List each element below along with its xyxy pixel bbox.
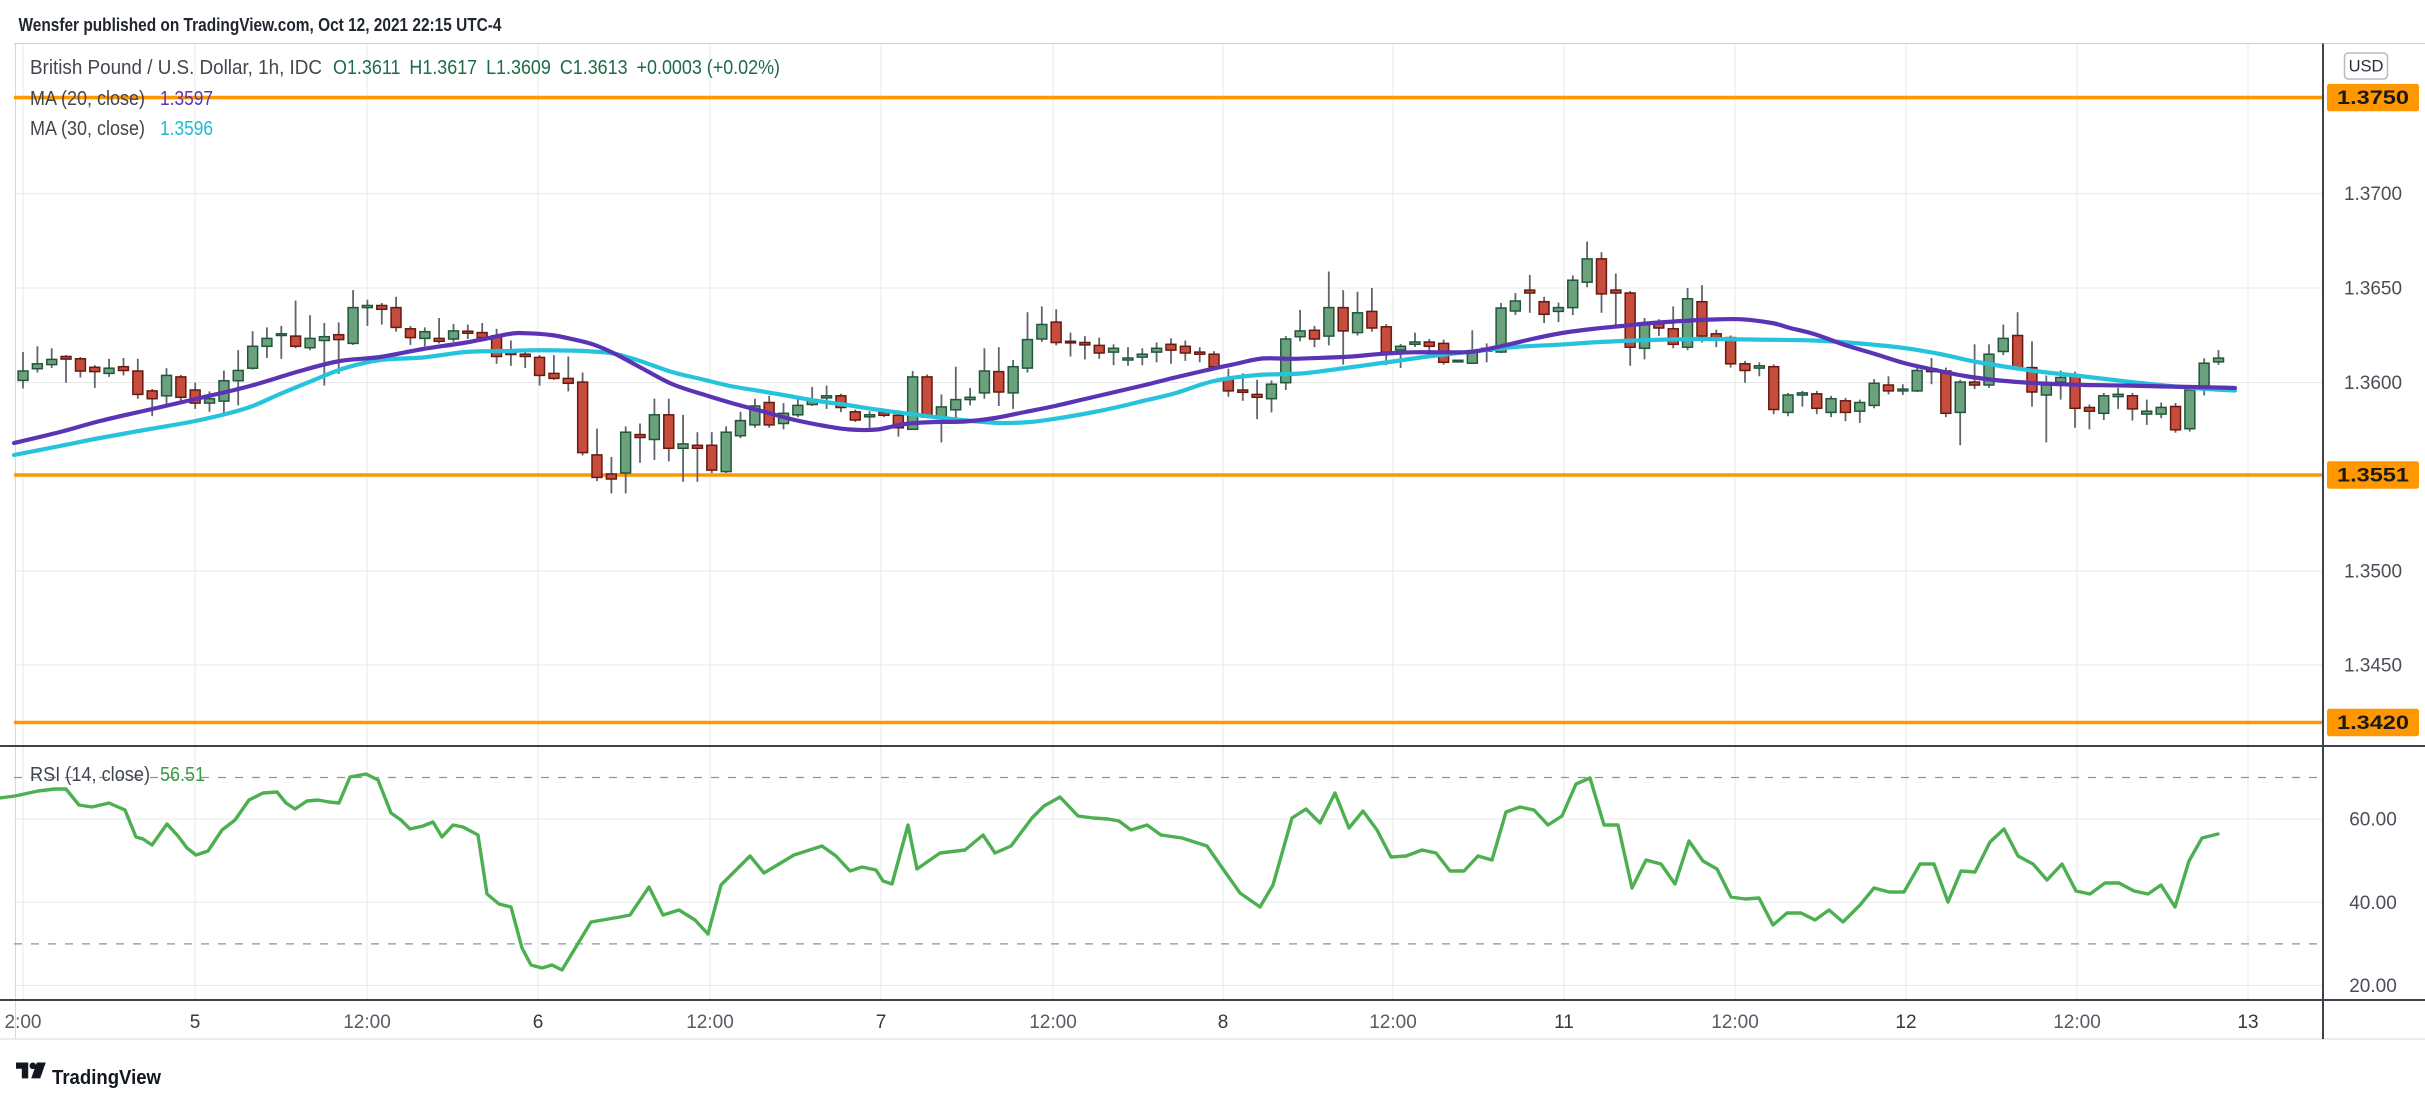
svg-text:5: 5 bbox=[190, 1012, 201, 1033]
svg-text:7: 7 bbox=[876, 1012, 887, 1033]
svg-text:1.3597: 1.3597 bbox=[160, 88, 213, 110]
svg-text:1.3551: 1.3551 bbox=[2337, 465, 2409, 487]
svg-text:1.3750: 1.3750 bbox=[2337, 87, 2409, 109]
svg-text:RSI (14, close): RSI (14, close) bbox=[30, 764, 150, 786]
svg-text:20.00: 20.00 bbox=[2349, 976, 2397, 997]
svg-text:12:00: 12:00 bbox=[1029, 1012, 1077, 1033]
svg-text:USD: USD bbox=[2349, 58, 2384, 76]
svg-text:13: 13 bbox=[2237, 1012, 2258, 1033]
svg-text:60.00: 60.00 bbox=[2349, 810, 2397, 831]
svg-text:56.51: 56.51 bbox=[160, 764, 205, 786]
svg-text:MA (30, close): MA (30, close) bbox=[30, 118, 145, 140]
svg-text:MA (20, close): MA (20, close) bbox=[30, 88, 145, 110]
svg-text:11: 11 bbox=[1554, 1012, 1574, 1033]
svg-text:12:00: 12:00 bbox=[1711, 1012, 1759, 1033]
svg-text:Wensfer published on TradingVi: Wensfer published on TradingView.com, Oc… bbox=[19, 15, 502, 35]
svg-text:1.3596: 1.3596 bbox=[160, 118, 213, 140]
svg-text:2:00: 2:00 bbox=[5, 1012, 42, 1033]
svg-text:British Pound / U.S. Dollar, 1: British Pound / U.S. Dollar, 1h, IDC bbox=[30, 57, 322, 79]
svg-text:1.3650: 1.3650 bbox=[2344, 279, 2402, 300]
svg-text:12:00: 12:00 bbox=[343, 1012, 391, 1033]
svg-text:8: 8 bbox=[1218, 1012, 1229, 1033]
svg-text:O1.3611 H1.3617 L1.3609 C1.361: O1.3611 H1.3617 L1.3609 C1.3613 +0.0003 … bbox=[333, 57, 780, 79]
svg-text:12: 12 bbox=[1895, 1012, 1916, 1033]
svg-text:1.3700: 1.3700 bbox=[2344, 184, 2402, 205]
svg-text:12:00: 12:00 bbox=[1369, 1012, 1417, 1033]
svg-text:6: 6 bbox=[533, 1012, 544, 1033]
svg-text:1.3450: 1.3450 bbox=[2344, 656, 2402, 677]
svg-text:TradingView: TradingView bbox=[52, 1066, 161, 1089]
svg-text:40.00: 40.00 bbox=[2349, 893, 2397, 914]
svg-text:1.3420: 1.3420 bbox=[2337, 712, 2409, 734]
svg-text:12:00: 12:00 bbox=[686, 1012, 734, 1033]
svg-text:1.3600: 1.3600 bbox=[2344, 373, 2402, 394]
svg-text:12:00: 12:00 bbox=[2053, 1012, 2101, 1033]
svg-text:1.3500: 1.3500 bbox=[2344, 562, 2402, 583]
